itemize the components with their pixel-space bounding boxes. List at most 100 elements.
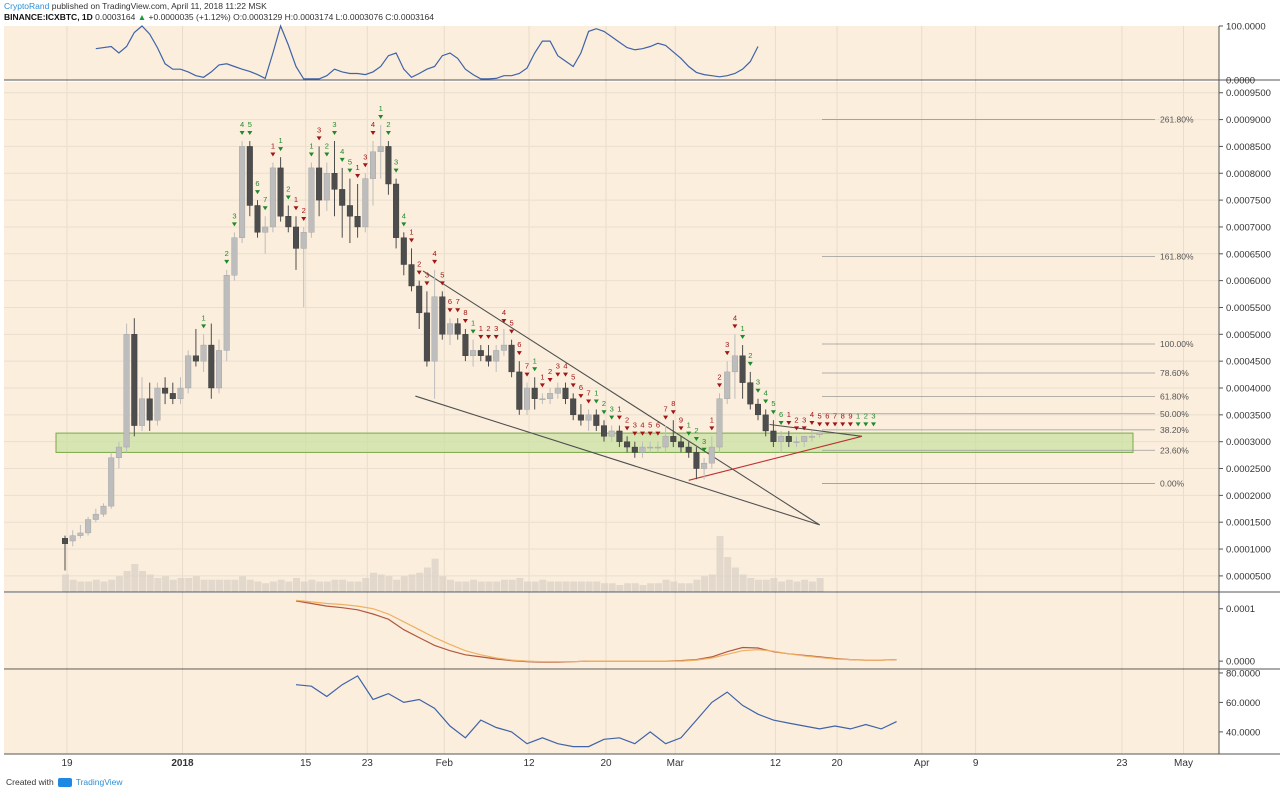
volume-bar — [439, 576, 447, 592]
candle-body — [485, 355, 492, 362]
volume-bar — [454, 581, 462, 592]
td-arrow-marker — [547, 378, 553, 382]
td-count-label: 1 — [271, 142, 275, 151]
td-count-label: 4 — [563, 362, 567, 371]
x-tick-label: 23 — [1116, 758, 1128, 769]
volume-bar — [639, 585, 647, 592]
trendline — [688, 435, 863, 481]
td-count-label: 4 — [764, 388, 768, 397]
td-arrow-marker — [239, 131, 245, 136]
td-count-label: 7 — [833, 411, 837, 420]
td-count-label: 2 — [602, 399, 606, 408]
td-count-label: 3 — [425, 270, 429, 279]
candle-body — [685, 446, 692, 453]
candle-body — [516, 371, 523, 410]
volume-bar — [477, 581, 485, 592]
volume-bar — [85, 581, 93, 592]
price-change: +0.0000035 (+1.12%) — [148, 12, 231, 22]
td-count-label: 6 — [779, 410, 783, 419]
td-arrow-marker — [316, 136, 322, 141]
volume-bar — [177, 578, 185, 592]
candle-body — [400, 237, 407, 265]
y-tick-label: 0.0000500 — [1226, 571, 1271, 582]
candle-body — [747, 382, 754, 405]
td-arrow-marker — [270, 152, 276, 157]
td-count-label: 5 — [248, 120, 252, 129]
td-arrow-marker — [593, 399, 599, 404]
x-tick-label: 19 — [61, 758, 73, 769]
td-arrow-marker — [432, 259, 438, 264]
volume-bar — [269, 581, 277, 592]
candle-body — [608, 430, 615, 437]
volume-bar — [393, 579, 401, 592]
td-arrow-marker — [709, 426, 715, 431]
td-count-label: 2 — [386, 120, 390, 129]
volume-bar — [100, 581, 108, 592]
td-arrow-marker — [478, 335, 484, 340]
td-count-label: 4 — [340, 147, 344, 156]
macd-tick-label: 0.0001 — [1226, 604, 1255, 615]
td-arrow-marker — [362, 163, 368, 168]
td-count-label: 8 — [841, 411, 845, 420]
td-arrow-marker — [385, 131, 391, 136]
candle-body — [331, 173, 338, 190]
volume-bar — [793, 581, 801, 592]
candle-body — [123, 334, 130, 448]
candle-body — [77, 532, 84, 536]
volume-bar — [92, 579, 100, 592]
td-count-label: 5 — [771, 399, 775, 408]
td-count-label: 2 — [286, 184, 290, 193]
td-count-label: 1 — [787, 410, 791, 419]
candle-body — [370, 151, 377, 179]
x-tick-label: 12 — [770, 758, 782, 769]
td-count-label: 4 — [733, 313, 737, 322]
candle-body — [393, 183, 400, 238]
x-tick-label: 9 — [973, 758, 979, 769]
candle-body — [755, 403, 762, 416]
rsi-tick-label: 40.0000 — [1226, 727, 1260, 738]
td-count-label: 3 — [232, 211, 236, 220]
td-arrow-marker — [439, 281, 445, 286]
volume-bar — [716, 536, 724, 592]
volume-bar — [416, 572, 424, 592]
td-arrow-marker — [416, 270, 422, 275]
candle-body — [439, 296, 446, 335]
td-arrow-marker — [332, 131, 337, 136]
candle-body — [500, 344, 507, 351]
td-arrow-marker — [201, 324, 207, 329]
td-arrow-marker — [824, 422, 830, 427]
volume-bar — [562, 581, 570, 592]
td-arrow-marker — [231, 222, 237, 227]
td-count-label: 3 — [702, 437, 706, 446]
volume-bar — [423, 567, 431, 592]
td-count-label: 3 — [610, 405, 614, 414]
td-arrow-marker — [624, 426, 630, 431]
volume-bar — [331, 579, 339, 592]
td-count-label: 1 — [856, 411, 860, 420]
candle-body — [562, 387, 569, 399]
volume-bar — [485, 581, 493, 592]
volume-bar — [654, 583, 662, 592]
author-name[interactable]: CryptoRand — [4, 1, 50, 11]
td-count-label: 7 — [664, 405, 668, 414]
candle-body — [154, 387, 161, 421]
td-arrow-marker — [855, 422, 861, 427]
td-count-label: 1 — [594, 388, 598, 397]
td-arrow-marker — [262, 206, 268, 211]
candle-body — [377, 146, 384, 152]
rsi-tick-label: 60.0000 — [1226, 698, 1260, 709]
tradingview-brand[interactable]: TradingView — [75, 777, 123, 787]
y-tick-label: 0.0002000 — [1226, 491, 1271, 502]
volume-bar — [231, 579, 239, 592]
td-arrow-marker — [524, 372, 530, 377]
td-count-label: 9 — [848, 411, 852, 420]
td-count-label: 5 — [648, 421, 652, 430]
td-count-label: 4 — [433, 249, 437, 258]
td-count-label: 3 — [394, 158, 398, 167]
candle-body — [354, 216, 361, 228]
volume-bar — [354, 581, 362, 592]
td-count-label: 7 — [525, 362, 529, 371]
fib-level-label: 161.80% — [1160, 251, 1194, 261]
candle-body — [447, 323, 454, 335]
td-arrow-marker — [670, 410, 676, 415]
